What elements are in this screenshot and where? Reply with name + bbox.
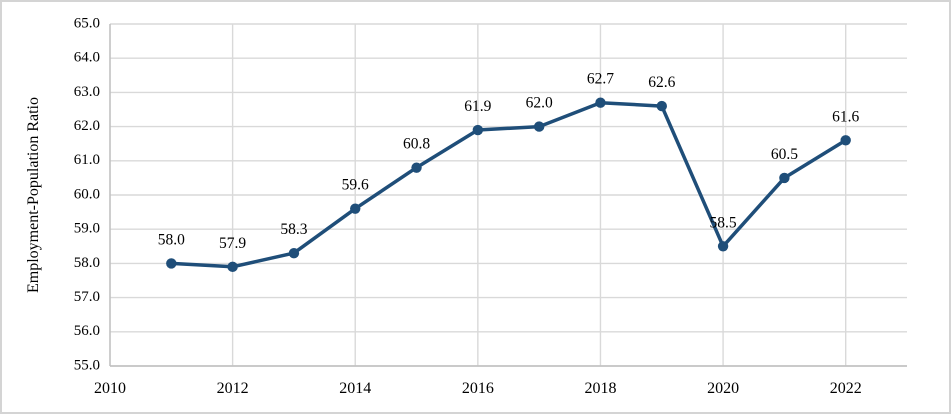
gridlines	[109, 23, 907, 367]
data-point-marker	[656, 100, 667, 112]
data-point-marker	[166, 258, 177, 269]
x-tick-label: 2014	[339, 380, 371, 397]
y-tick-label: 62.0	[74, 118, 100, 134]
data-point-label: 59.6	[342, 177, 369, 194]
x-tick-label: 2016	[462, 380, 494, 397]
y-tick-label: 58.0	[74, 255, 100, 271]
data-point-label: 62.7	[587, 71, 614, 88]
y-tick-label: 56.0	[74, 323, 100, 339]
data-point-marker	[227, 261, 238, 273]
data-point-marker	[840, 135, 851, 146]
data-point-label: 62.6	[648, 74, 675, 91]
data-point-marker	[533, 121, 545, 132]
data-point-marker	[472, 124, 484, 136]
x-tick-label: 2020	[707, 380, 739, 397]
data-point-label: 60.8	[403, 136, 430, 153]
y-tick-label: 61.0	[74, 152, 100, 168]
data-point-marker	[595, 97, 606, 108]
data-point-label: 60.5	[771, 146, 798, 163]
y-tick-label: 57.0	[74, 289, 100, 305]
data-point-label: 57.9	[219, 235, 246, 252]
x-tick-label: 2022	[830, 380, 862, 397]
y-tick-label: 63.0	[74, 84, 100, 100]
data-point-marker	[350, 203, 361, 214]
x-tick-label: 2018	[584, 380, 616, 397]
y-tick-label: 64.0	[74, 50, 100, 66]
y-tick-labels: 55.0 56.0 57.0 58.0 59.0 60.0 61.0 62.0 63.0 64.0…	[74, 15, 100, 373]
data-point-label: 58.5	[710, 214, 737, 231]
x-tick-label: 2012	[217, 380, 249, 397]
data-point-label: 58.3	[280, 221, 307, 238]
data-point-label: 61.6	[832, 108, 859, 125]
series-line	[169, 100, 848, 269]
data-point-label: 58.0	[158, 231, 185, 248]
y-tick-label: 59.0	[74, 221, 100, 237]
data-point-marker	[717, 241, 729, 252]
axes	[109, 24, 907, 367]
y-tick-label: 65.0	[74, 15, 100, 31]
data-point-label: 62.0	[526, 95, 553, 112]
x-tick-labels: 2010 2012 2014 2016 2018 2020 2022	[94, 380, 862, 397]
series-markers	[166, 97, 851, 273]
x-tick-label: 2010	[94, 380, 126, 397]
data-labels: 58.0 57.9 58.3 59.6 60.8 61.9 62.0 62.7 62.6 58.5…	[158, 71, 860, 252]
y-axis-title: Employment-Population Ratio	[25, 97, 42, 293]
series-polyline	[169, 100, 848, 269]
y-tick-label: 55.0	[74, 357, 100, 373]
data-point-marker	[411, 162, 422, 173]
y-tick-label: 60.0	[74, 186, 100, 202]
data-point-marker	[779, 172, 790, 184]
data-point-label: 61.9	[464, 98, 491, 115]
data-point-marker	[288, 247, 300, 259]
